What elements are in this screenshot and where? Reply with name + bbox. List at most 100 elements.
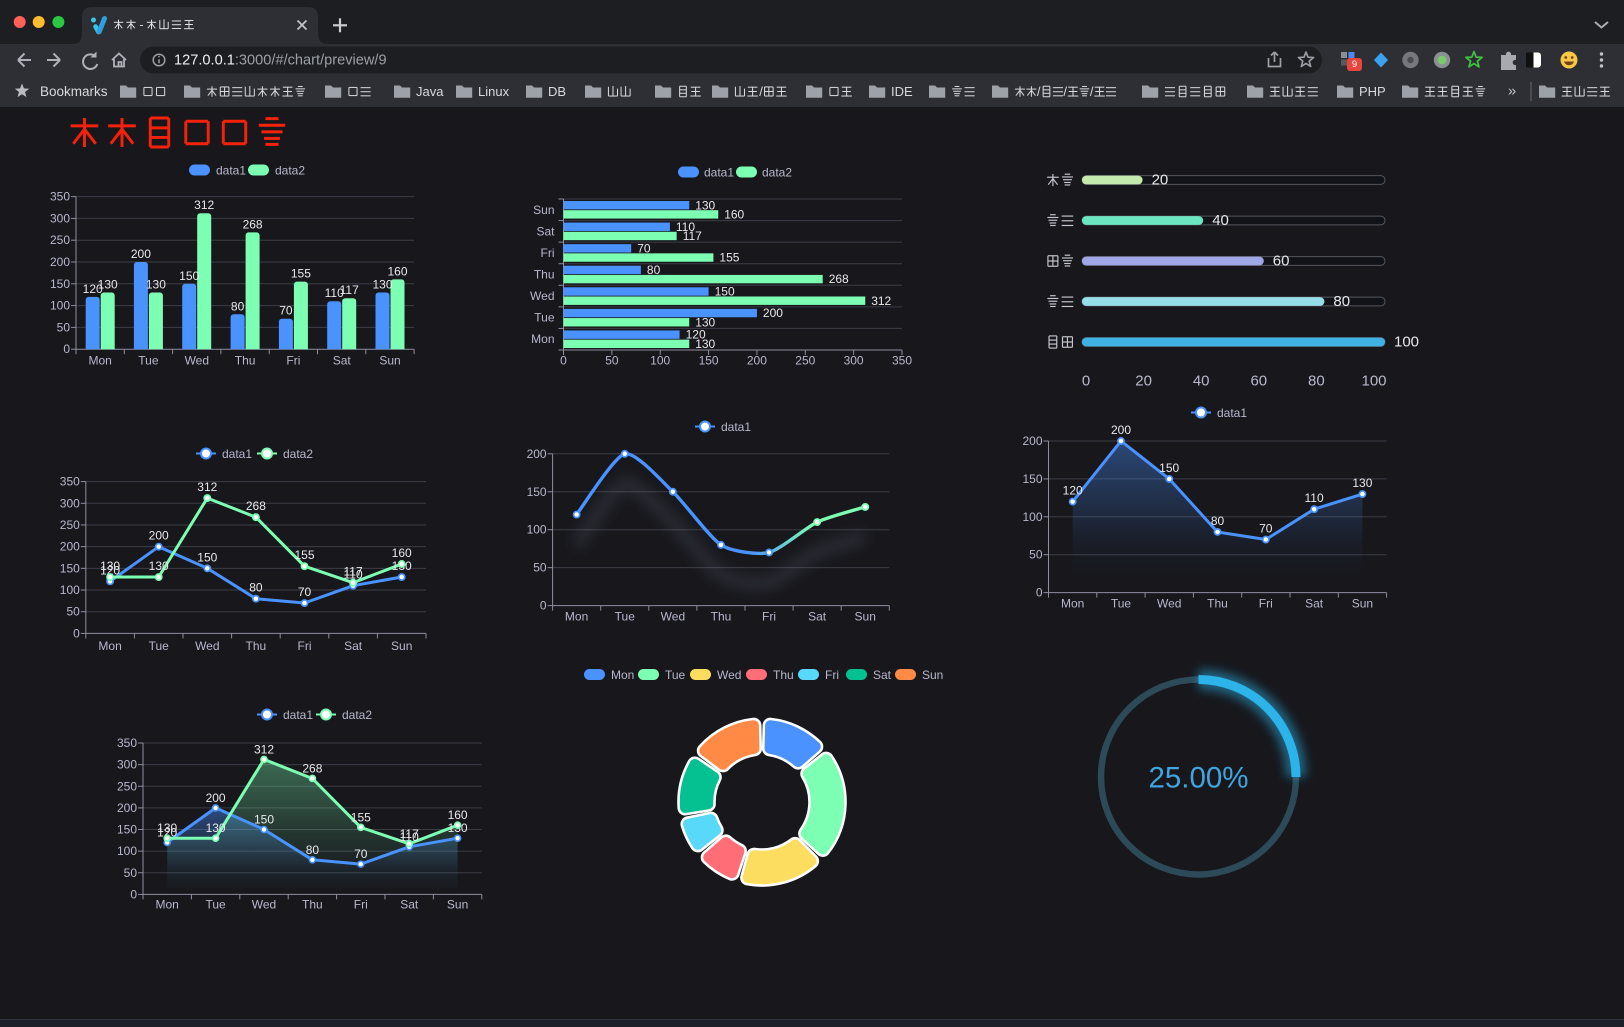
svg-text:110: 110 bbox=[1305, 491, 1324, 505]
svg-text:160: 160 bbox=[387, 264, 407, 278]
svg-text:Sun: Sun bbox=[855, 610, 876, 624]
svg-text:70: 70 bbox=[1259, 522, 1273, 536]
svg-text:Sun: Sun bbox=[1352, 597, 1373, 611]
svg-text:Tue: Tue bbox=[149, 639, 170, 653]
svg-text:160: 160 bbox=[392, 546, 412, 560]
svg-text:130: 130 bbox=[695, 337, 715, 351]
svg-text:40: 40 bbox=[1212, 212, 1229, 229]
svg-text:80: 80 bbox=[1333, 293, 1350, 310]
svg-text:200: 200 bbox=[60, 540, 80, 554]
svg-text:50: 50 bbox=[124, 866, 138, 880]
svg-text:120: 120 bbox=[157, 826, 177, 840]
svg-text:Thu: Thu bbox=[302, 898, 323, 912]
svg-text:130: 130 bbox=[206, 821, 226, 835]
svg-text:312: 312 bbox=[194, 198, 214, 212]
svg-text:0: 0 bbox=[1036, 586, 1043, 600]
svg-text:-: - bbox=[140, 18, 144, 32]
svg-text:0: 0 bbox=[560, 354, 567, 368]
svg-text:data2: data2 bbox=[342, 708, 372, 722]
svg-text:50: 50 bbox=[66, 605, 80, 619]
svg-text:100: 100 bbox=[117, 844, 137, 858]
svg-text:Fri: Fri bbox=[298, 639, 312, 653]
svg-text:70: 70 bbox=[298, 585, 312, 599]
svg-text:117: 117 bbox=[683, 229, 702, 243]
svg-text:100: 100 bbox=[527, 523, 547, 537]
svg-text:Sat: Sat bbox=[808, 610, 827, 624]
svg-text:Thu: Thu bbox=[534, 268, 555, 282]
svg-text:DB: DB bbox=[548, 84, 566, 99]
svg-text:100: 100 bbox=[1394, 334, 1419, 351]
svg-text:155: 155 bbox=[294, 548, 314, 562]
svg-text:250: 250 bbox=[795, 354, 815, 368]
svg-text:Java: Java bbox=[416, 84, 444, 99]
svg-text:117: 117 bbox=[340, 283, 359, 297]
svg-text:Fri: Fri bbox=[541, 246, 555, 260]
svg-text:Thu: Thu bbox=[235, 354, 256, 368]
svg-text:312: 312 bbox=[871, 294, 891, 308]
svg-text:Sat: Sat bbox=[873, 668, 892, 682]
svg-text:Mon: Mon bbox=[1061, 597, 1084, 611]
svg-text:Linux: Linux bbox=[478, 84, 510, 99]
svg-text:350: 350 bbox=[892, 354, 912, 368]
svg-text:120: 120 bbox=[100, 563, 120, 577]
svg-text:data1: data1 bbox=[704, 165, 734, 179]
svg-text:250: 250 bbox=[117, 779, 137, 793]
svg-text:160: 160 bbox=[448, 808, 468, 822]
svg-text:data2: data2 bbox=[762, 165, 792, 179]
svg-text:0: 0 bbox=[73, 626, 80, 640]
svg-text:20: 20 bbox=[1152, 172, 1169, 189]
svg-text:Mon: Mon bbox=[156, 898, 179, 912]
svg-text:80: 80 bbox=[249, 581, 263, 595]
svg-text:200: 200 bbox=[50, 255, 70, 269]
svg-text:Sat: Sat bbox=[1305, 597, 1324, 611]
svg-text:data2: data2 bbox=[275, 163, 305, 177]
svg-text:200: 200 bbox=[131, 247, 151, 261]
svg-text:117: 117 bbox=[400, 827, 419, 841]
svg-text:120: 120 bbox=[1063, 484, 1083, 498]
svg-text:150: 150 bbox=[1159, 461, 1179, 475]
svg-text:120: 120 bbox=[83, 282, 103, 296]
svg-text:300: 300 bbox=[117, 758, 137, 772]
svg-text:Sun: Sun bbox=[447, 898, 468, 912]
svg-text:127.0.0.1:3000/#/chart/preview: 127.0.0.1:3000/#/chart/preview/9 bbox=[174, 53, 387, 69]
svg-text:Wed: Wed bbox=[1157, 597, 1181, 611]
svg-text:268: 268 bbox=[829, 272, 849, 286]
svg-text:data1: data1 bbox=[721, 420, 751, 434]
svg-text:0: 0 bbox=[130, 887, 137, 901]
svg-text:Fri: Fri bbox=[1259, 597, 1273, 611]
svg-text:200: 200 bbox=[149, 529, 169, 543]
svg-text:25.00%: 25.00% bbox=[1148, 762, 1248, 795]
svg-text:130: 130 bbox=[100, 559, 120, 573]
svg-text:Sat: Sat bbox=[400, 898, 419, 912]
svg-text:Tue: Tue bbox=[1111, 597, 1132, 611]
svg-text:Fri: Fri bbox=[286, 354, 300, 368]
svg-text:130: 130 bbox=[149, 559, 169, 573]
svg-text:350: 350 bbox=[50, 190, 70, 204]
svg-text:200: 200 bbox=[206, 791, 226, 805]
svg-text:70: 70 bbox=[279, 304, 293, 318]
svg-text:Sun: Sun bbox=[922, 668, 943, 682]
svg-text:100: 100 bbox=[60, 583, 80, 597]
svg-text:130: 130 bbox=[1352, 476, 1372, 490]
svg-text:300: 300 bbox=[844, 354, 864, 368]
svg-text:0: 0 bbox=[63, 342, 70, 356]
svg-text:350: 350 bbox=[117, 736, 137, 750]
svg-text:Mon: Mon bbox=[565, 610, 588, 624]
svg-text:150: 150 bbox=[715, 285, 735, 299]
svg-text:20: 20 bbox=[1135, 373, 1152, 390]
svg-text:Tue: Tue bbox=[615, 610, 636, 624]
svg-text:70: 70 bbox=[354, 847, 368, 861]
svg-text:110: 110 bbox=[344, 568, 363, 582]
svg-text:150: 150 bbox=[527, 485, 547, 499]
svg-text:268: 268 bbox=[302, 762, 322, 776]
svg-text:117: 117 bbox=[344, 565, 363, 579]
svg-text:Sat: Sat bbox=[536, 224, 555, 238]
svg-text:0: 0 bbox=[540, 599, 547, 613]
svg-text:40: 40 bbox=[1193, 373, 1210, 390]
svg-text:Tue: Tue bbox=[534, 311, 555, 325]
svg-text:PHP: PHP bbox=[1359, 84, 1386, 99]
svg-text:80: 80 bbox=[1308, 373, 1325, 390]
svg-text:Sun: Sun bbox=[533, 203, 554, 217]
svg-text:100: 100 bbox=[1022, 510, 1042, 524]
svg-text:150: 150 bbox=[60, 561, 80, 575]
